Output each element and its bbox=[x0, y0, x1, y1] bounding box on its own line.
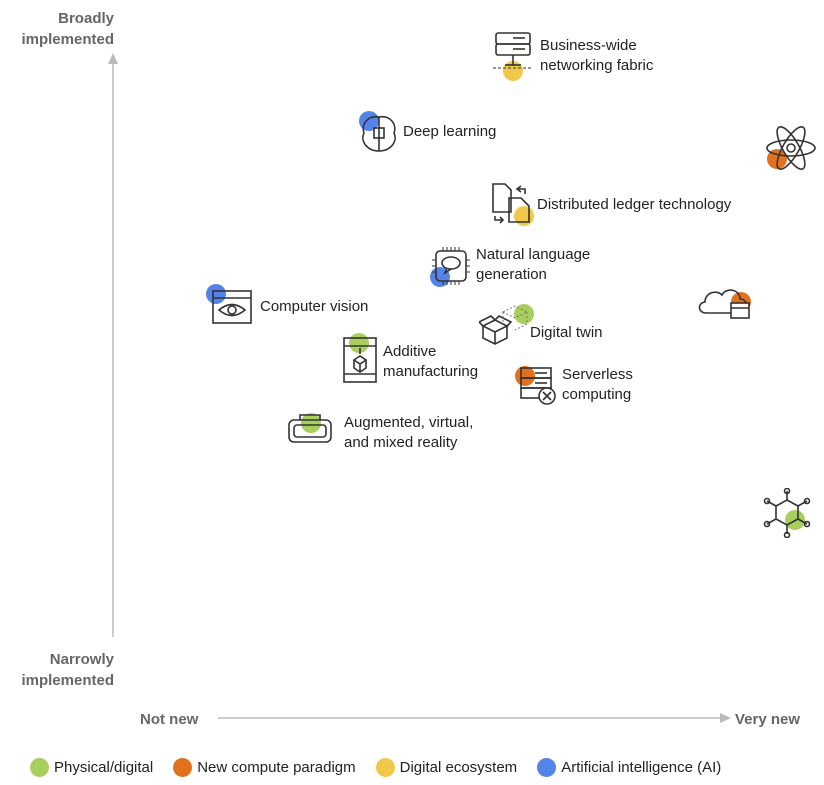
legend-swatch bbox=[537, 758, 557, 777]
window-eye-icon bbox=[211, 289, 253, 325]
atom-icon bbox=[765, 126, 817, 170]
x-axis-arrowhead bbox=[720, 713, 731, 723]
category-dot bbox=[503, 61, 523, 81]
legend-label: Artificial intelligence (AI) bbox=[561, 759, 722, 776]
tech-label: Distributed ledger technology bbox=[537, 196, 732, 213]
cloud-box-icon bbox=[696, 285, 752, 321]
legend-swatch bbox=[30, 758, 49, 777]
boxes-icon bbox=[479, 302, 531, 346]
legend-label: Physical/digital bbox=[54, 759, 154, 776]
legend-item-physical-digital: Physical/digital bbox=[30, 758, 153, 777]
documents-sync-icon bbox=[491, 182, 533, 224]
server-network-icon bbox=[493, 31, 533, 75]
legend-item-ai: Artificial intelligence (AI) bbox=[537, 758, 721, 777]
legend-item-new-compute-paradigm: New compute paradigm bbox=[173, 758, 356, 777]
category-dot bbox=[206, 284, 226, 304]
chip-speech-icon bbox=[431, 246, 471, 286]
tech-label: Augmented, virtual, and mixed reality bbox=[344, 414, 474, 451]
tech-label: Serverless computing bbox=[562, 366, 633, 403]
y-axis-arrowhead bbox=[108, 53, 118, 64]
molecule-icon bbox=[762, 488, 812, 538]
category-dot bbox=[514, 304, 534, 324]
y-axis-top-label: Broadly implemented bbox=[21, 10, 114, 48]
x-axis-right-label: Very new bbox=[735, 711, 801, 728]
brain-chip-icon bbox=[359, 113, 399, 155]
y-axis-bottom-label: Narrowly implemented bbox=[21, 651, 114, 689]
legend-label: New compute paradigm bbox=[197, 759, 356, 776]
tech-label: Digital twin bbox=[530, 324, 603, 341]
tech-label: Computer vision bbox=[260, 298, 369, 315]
tech-label: Deep learning bbox=[403, 123, 497, 140]
tech-label: Business-wide networking fabric bbox=[540, 37, 654, 74]
server-x-icon bbox=[519, 366, 557, 406]
legend-swatch bbox=[375, 758, 395, 777]
x-axis-left-label: Not new bbox=[140, 711, 199, 728]
tech-label: Additive manufacturing bbox=[383, 343, 479, 380]
3d-printer-icon bbox=[342, 336, 378, 384]
legend-item-digital-ecosystem: Digital ecosystem bbox=[375, 758, 518, 777]
vr-headset-icon bbox=[286, 412, 334, 444]
tech-label: Natural language generation bbox=[476, 246, 591, 283]
category-dot bbox=[515, 366, 535, 386]
legend: Physical/digital New compute paradigm Di… bbox=[30, 758, 721, 777]
legend-label: Digital ecosystem bbox=[399, 759, 518, 776]
category-dot bbox=[301, 413, 321, 433]
legend-swatch bbox=[173, 758, 193, 777]
